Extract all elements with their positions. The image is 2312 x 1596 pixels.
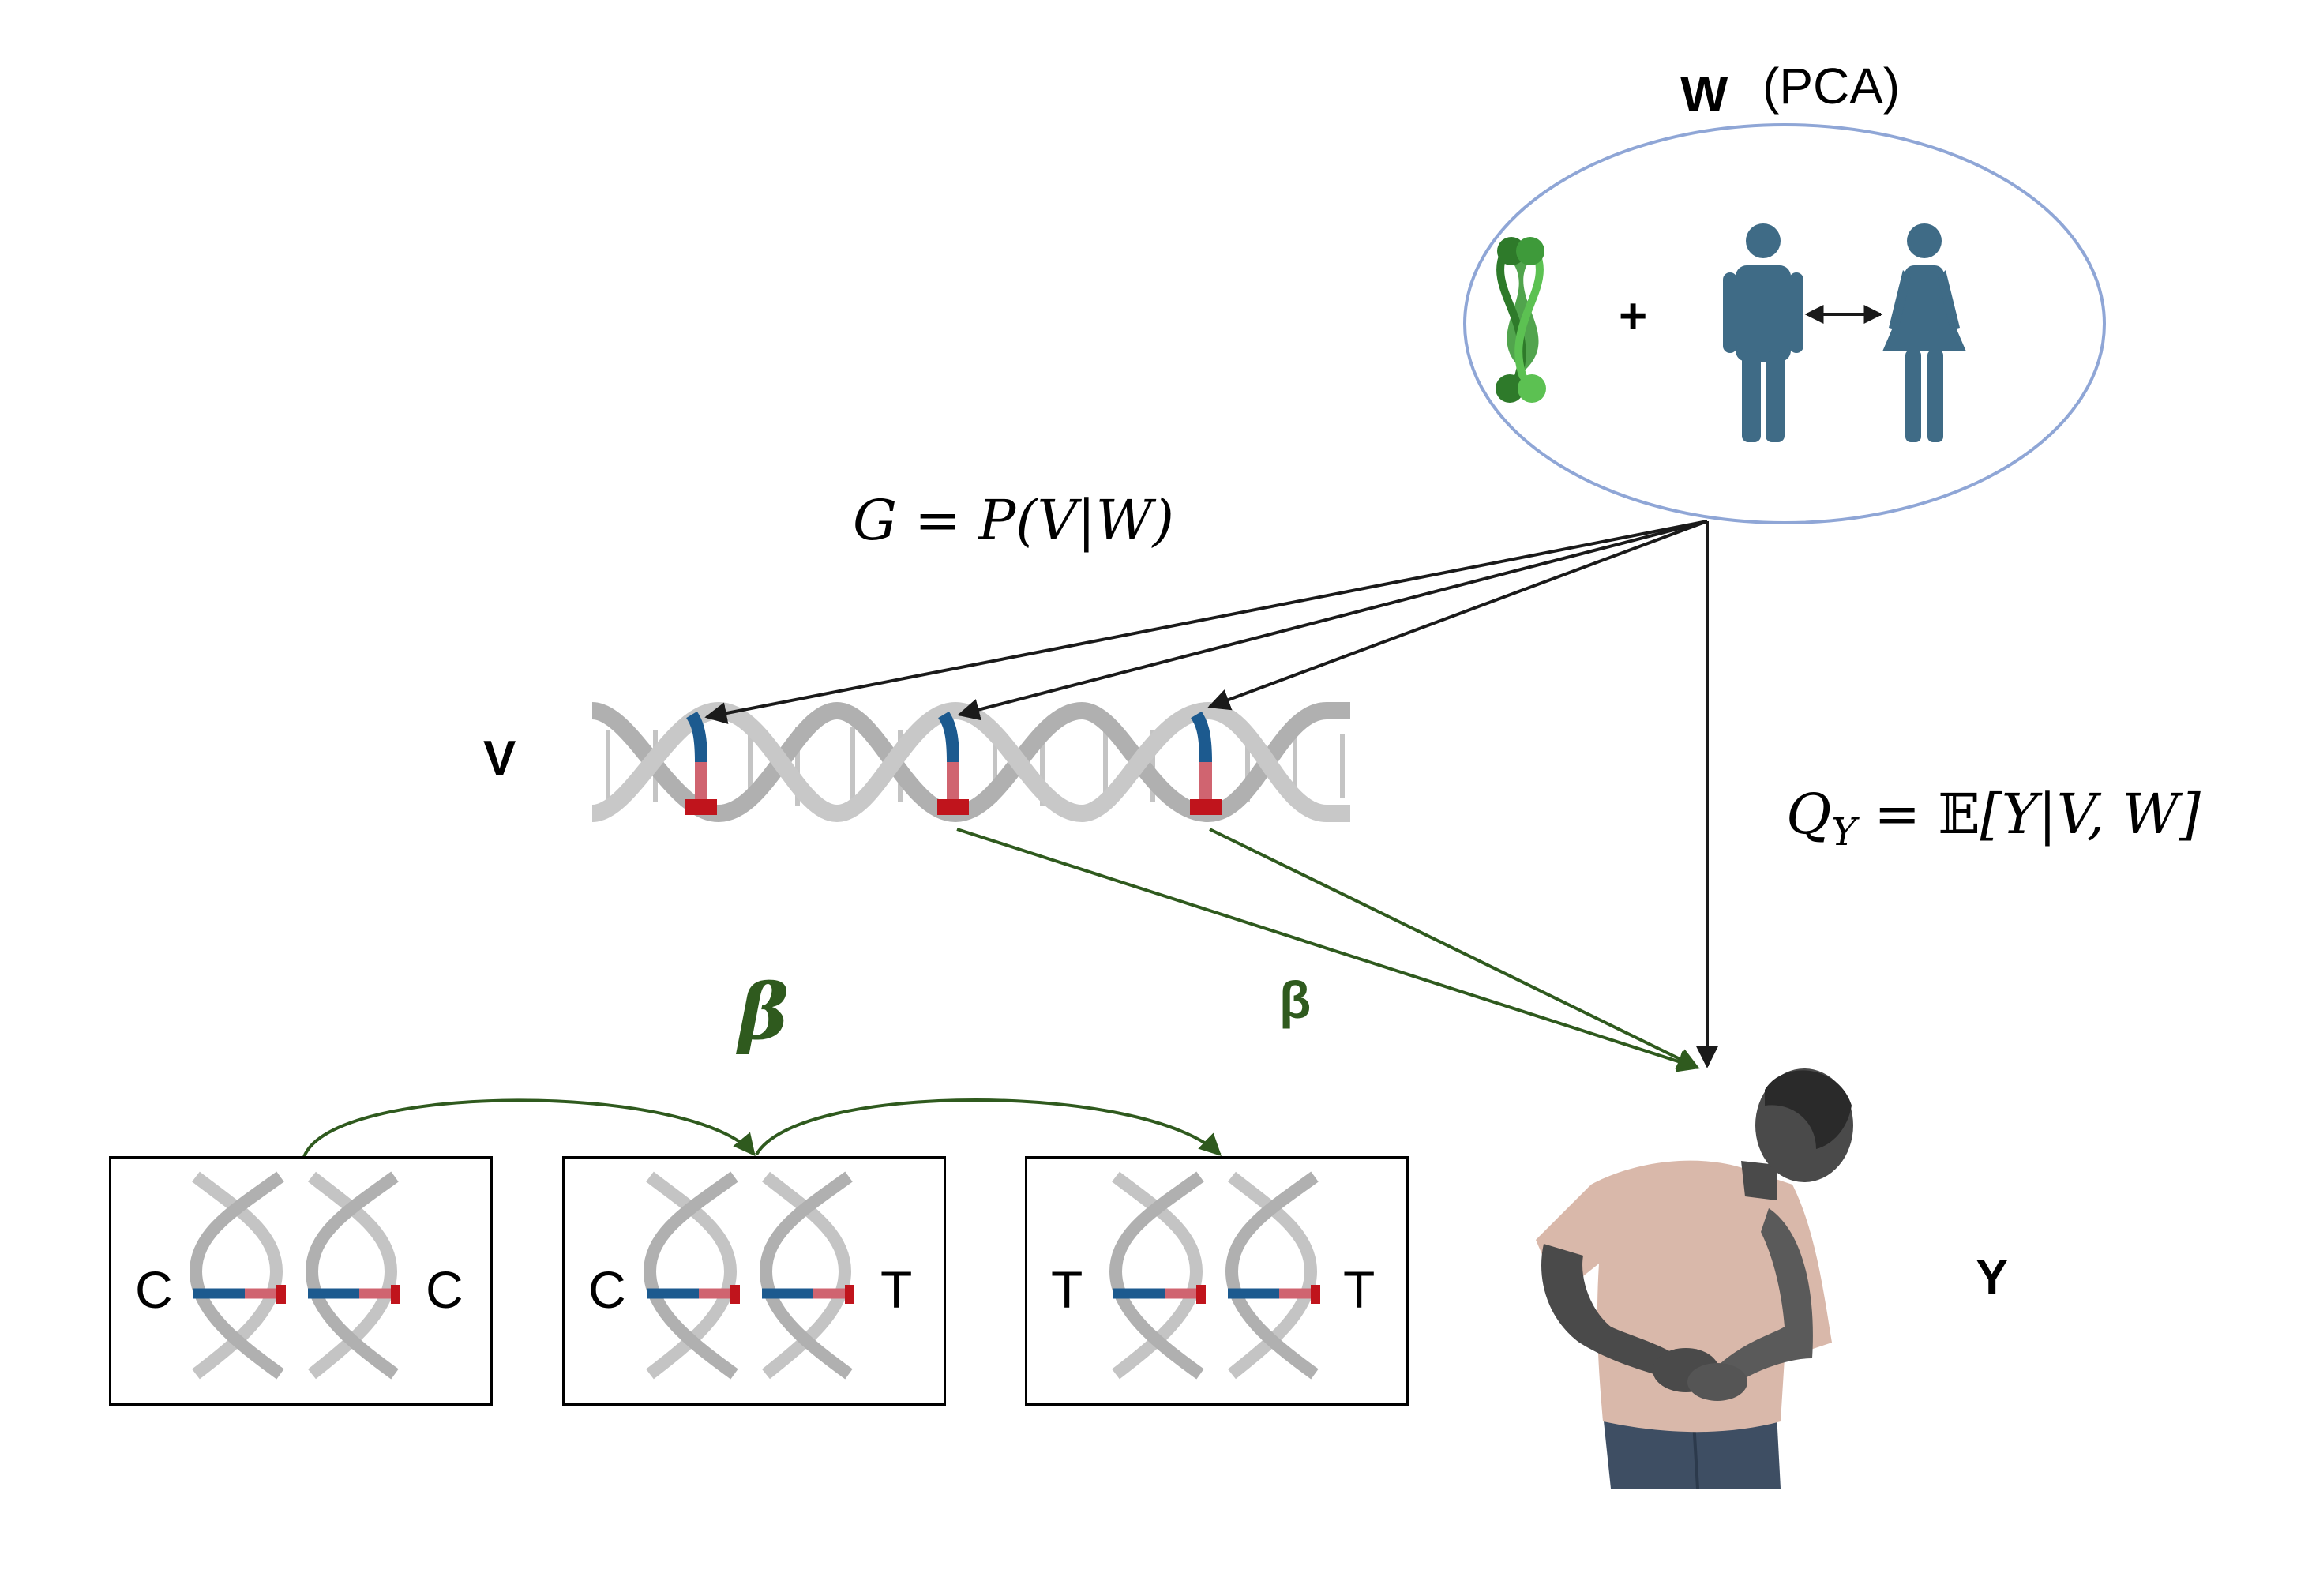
chromosome-icon bbox=[1496, 237, 1546, 403]
w-label: W bbox=[1680, 66, 1728, 122]
q-eq-rhs: [Y|V, W] bbox=[1980, 782, 2201, 847]
patient-figure bbox=[1536, 1068, 1853, 1489]
snp-1 bbox=[685, 711, 717, 815]
w-ellipse bbox=[1463, 123, 2106, 524]
pca-label: (PCA) bbox=[1762, 58, 1901, 115]
arrow-w-snp1 bbox=[704, 520, 1708, 724]
genotype-allele-left: C bbox=[588, 1260, 626, 1319]
genotype-arrows bbox=[302, 1098, 1222, 1158]
q-eq-expectation: 𝔼 bbox=[1938, 782, 1980, 847]
g-equation: G = P(V|W) bbox=[853, 488, 1174, 553]
man-icon bbox=[1723, 223, 1803, 442]
arrow-cc-ct bbox=[302, 1098, 756, 1158]
v-label: V bbox=[483, 731, 516, 786]
v-to-y-arrows bbox=[956, 828, 1700, 1072]
y-label: Y bbox=[1976, 1250, 2009, 1305]
genotype-box-cc: C C bbox=[109, 1156, 493, 1406]
arrow-w-snp2 bbox=[957, 520, 1708, 721]
genotype-box-ct: C T bbox=[562, 1156, 946, 1406]
arrow-ct-tt bbox=[755, 1098, 1222, 1156]
q-eq-equals: = bbox=[1874, 782, 1939, 847]
q-eq-sub: Y bbox=[1831, 810, 1857, 854]
g-eq-lhs: G bbox=[853, 488, 897, 553]
genotype-allele-left: C bbox=[135, 1260, 173, 1319]
arrow-w-snp3 bbox=[1207, 520, 1708, 711]
genotype-box-tt: T T bbox=[1025, 1156, 1409, 1406]
g-eq-rhs: = P(V|W) bbox=[914, 488, 1174, 553]
q-eq-lhs: Q bbox=[1786, 782, 1832, 847]
genotype-allele-left: T bbox=[1051, 1260, 1083, 1319]
plus-sign: + bbox=[1619, 289, 1648, 344]
q-equation: QY = 𝔼[Y|V, W] bbox=[1786, 782, 2201, 854]
dna-strand-v bbox=[591, 701, 1350, 823]
arrow-snp3-y bbox=[1209, 828, 1700, 1069]
genotype-dna bbox=[189, 1171, 1320, 1380]
genotype-allele-right: T bbox=[1343, 1260, 1376, 1319]
snp-2 bbox=[937, 711, 969, 815]
snp-3 bbox=[1190, 711, 1222, 815]
beta-label-left: β bbox=[738, 967, 789, 1057]
w-to-v-arrows bbox=[704, 520, 1718, 1068]
woman-icon bbox=[1882, 223, 1966, 442]
genotype-allele-right: T bbox=[880, 1260, 913, 1319]
beta-label-right: β bbox=[1279, 971, 1312, 1029]
genotype-allele-right: C bbox=[426, 1260, 464, 1319]
arrow-snp2-y bbox=[956, 828, 1700, 1072]
